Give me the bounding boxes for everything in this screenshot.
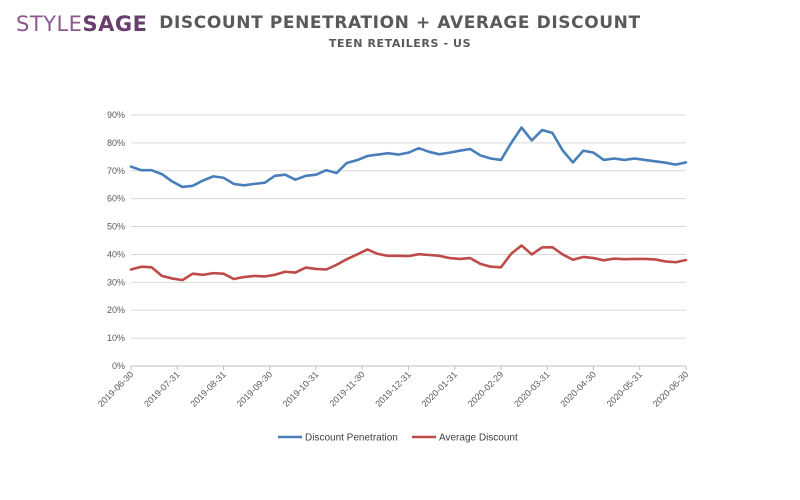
y-tick-label: 60% [107, 194, 125, 204]
gridlines [131, 114, 686, 367]
x-tick-label: 2019-09-30 [235, 369, 275, 409]
stylesage-logo: STYLESAGE [16, 14, 147, 35]
x-tick-label: 2020-06-30 [651, 369, 691, 409]
logo-part-sage: SAGE [82, 12, 148, 36]
y-tick-label: 20% [107, 305, 125, 315]
x-tick-label: 2019-08-31 [188, 369, 228, 409]
legend: Discount Penetration Average Discount [278, 433, 518, 444]
x-tick-label: 2019-11-30 [328, 369, 367, 408]
logo-part-style: STYLE [16, 12, 83, 36]
legend-label: Discount Penetration [305, 433, 398, 444]
chart-title: DISCOUNT PENETRATION + AVERAGE DISCOUNT [159, 13, 641, 33]
x-tick-label: 2020-05-31 [605, 369, 645, 409]
x-tick-label: 2019-07-31 [142, 369, 182, 409]
x-tick-label: 2020-02-29 [466, 369, 506, 409]
x-tick-label: 2020-04-30 [558, 369, 598, 409]
y-tick-label: 30% [107, 277, 125, 287]
y-tick-label: 0% [112, 361, 125, 371]
legend-label: Average Discount [439, 433, 518, 444]
y-tick-label: 70% [107, 166, 125, 176]
x-tick-label: 2019-06-30 [96, 369, 136, 409]
x-tick-label: 2020-03-31 [512, 369, 552, 409]
y-tick-label: 40% [107, 249, 125, 259]
x-tick-label: 2020-01-31 [420, 369, 460, 409]
x-tick-label: 2019-12-31 [373, 369, 413, 409]
series-lines [129, 126, 688, 282]
series-line-discount-penetration [129, 126, 688, 189]
y-tick-label: 80% [107, 138, 125, 148]
chart-subtitle: TEEN RETAILERS - US [328, 37, 472, 50]
x-axis: 2019-06-30 2019-07-31 2019-08-31 2019-09-30… [96, 366, 691, 409]
y-axis: 0% 10% 20% 30% 40% 50% 60% 70% 80% 90% [107, 110, 125, 371]
y-tick-label: 10% [107, 333, 125, 343]
x-tick-label: 2019-10-31 [281, 369, 321, 409]
y-tick-label: 90% [107, 110, 125, 120]
series-line-average-discount [129, 244, 688, 282]
y-tick-label: 50% [107, 222, 125, 232]
